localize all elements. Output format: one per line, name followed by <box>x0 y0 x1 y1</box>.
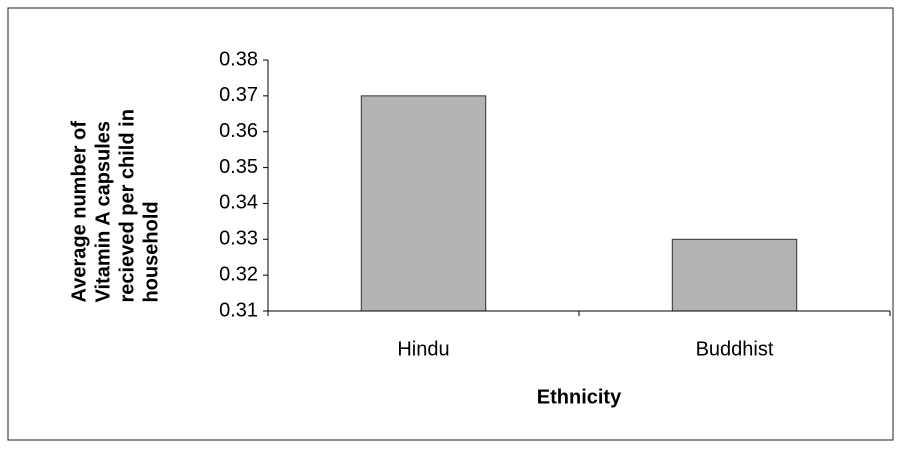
y-tick-label: 0.36 <box>219 120 258 142</box>
chart-frame <box>7 7 894 441</box>
y-tick-label: 0.38 <box>219 48 258 70</box>
y-tick-label: 0.33 <box>219 228 258 250</box>
y-tick-label: 0.35 <box>219 156 258 178</box>
x-tick-label: Hindu <box>397 338 449 360</box>
y-tick-label: 0.37 <box>219 84 258 106</box>
x-axis-title: Ethnicity <box>537 386 622 408</box>
y-tick-label: 0.32 <box>219 263 258 285</box>
y-tick-label: 0.31 <box>219 299 258 321</box>
y-axis-title: Average number of Vitamin A capsules rec… <box>68 109 162 303</box>
bar <box>671 238 798 312</box>
y-tick-label: 0.34 <box>219 192 258 214</box>
x-tick-label: Buddhist <box>696 338 774 360</box>
bar <box>360 95 487 312</box>
